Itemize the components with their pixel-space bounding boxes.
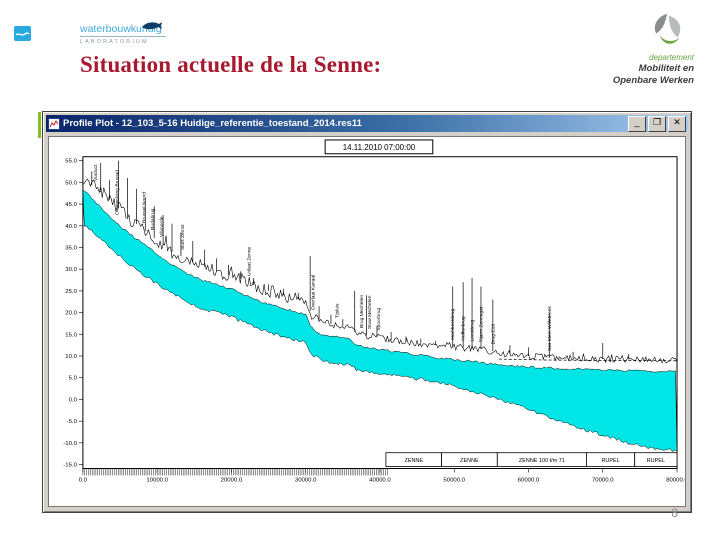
svg-text:20000.0: 20000.0 [221,477,243,483]
svg-text:-5.0: -5.0 [67,419,78,425]
wl-logo-name: waterbouwkundig [80,23,162,35]
wl-logo-sub: LABORATORIUM [80,39,149,45]
page-number: 8 [671,506,678,520]
svg-text:Brug Mechelen: Brug Mechelen [359,295,365,328]
svg-text:10.0: 10.0 [65,354,77,360]
svg-text:Stuw Mechelen: Stuw Mechelen [367,295,373,329]
svg-text:30000.0: 30000.0 [295,477,317,483]
waterbouwkundig-mark-icon [14,26,31,41]
mow-logo: departement Mobiliteit en Openbare Werke… [554,12,694,86]
svg-text:ZENNE: ZENNE [460,458,479,464]
svg-text:10000.0: 10000.0 [146,477,168,483]
close-button[interactable]: ✕ [668,115,686,132]
window-body: 55.0 50.0 45.0 40.0 35.0 30.0 25.0 20.0 15.0 10.0… [46,134,688,509]
svg-text:55.0: 55.0 [65,159,77,165]
page-title: Situation actuelle de la Senne: [80,52,382,77]
svg-text:80000.0: 80000.0 [666,477,685,483]
svg-text:50000.0: 50000.0 [443,477,465,483]
slide-accent-bar [38,112,41,138]
svg-text:Sas Klein Willebroek: Sas Klein Willebroek [547,306,553,352]
svg-text:Overlaat Kanaal: Overlaat Kanaal [311,275,317,310]
svg-text:Brussel Noord: Brussel Noord [141,192,147,223]
svg-text:35.0: 35.0 [65,245,77,251]
svg-text:25.0: 25.0 [65,289,77,295]
svg-text:14.11.2010 07:00:00: 14.11.2010 07:00:00 [343,143,416,152]
svg-text:0.0: 0.0 [79,477,88,483]
svg-text:30.0: 30.0 [65,267,77,273]
svg-text:Brug E19: Brug E19 [490,324,496,345]
waterbouwkundig-logo: waterbouwkundig LABORATORIUM [80,23,190,45]
svg-text:-10.0: -10.0 [63,441,77,447]
svg-text:60000.0: 60000.0 [518,477,540,483]
window-titlebar[interactable]: Profile Plot - 12_103_5-16 Huidige_refer… [46,115,688,132]
svg-text:15.0: 15.0 [65,332,77,338]
svg-text:RUPEL: RUPEL [647,458,665,464]
svg-text:Heffenbrug: Heffenbrug [461,316,467,340]
svg-text:Budabrug: Budabrug [150,208,156,230]
profile-chart: 55.0 50.0 45.0 40.0 35.0 30.0 25.0 20.0 15.0 10.0… [63,139,685,483]
svg-text:Sluis Zemst: Sluis Zemst [180,224,186,250]
mow-line2: Openbare Werken [612,74,694,86]
svg-text:Overwelving Brussel: Overwelving Brussel [115,170,121,215]
svg-text:Uitlaat Zenne: Uitlaat Zenne [247,247,253,276]
svg-text:Viaduct: Viaduct [93,164,99,181]
plot-area: 55.0 50.0 45.0 40.0 35.0 30.0 25.0 20.0 15.0 10.0… [48,136,686,507]
svg-text:-15.0: -15.0 [63,463,77,469]
svg-text:Hombeekbrug: Hombeekbrug [450,308,456,339]
svg-text:Leestbrug: Leestbrug [470,319,476,341]
wl-logo-rule [80,36,166,37]
profile-plot-window: Profile Plot - 12_103_5-16 Huidige_refer… [42,111,692,513]
svg-text:50.0: 50.0 [65,180,77,186]
svg-text:5.0: 5.0 [69,376,78,382]
fish-icon [141,18,163,36]
svg-text:70000.0: 70000.0 [592,477,614,483]
window-controls: _ ❐ ✕ [628,115,686,132]
svg-text:Vilvoorde: Vilvoorde [159,216,165,237]
maximize-button[interactable]: ❐ [648,115,666,132]
mow-line1: Mobiliteit en [638,63,694,74]
svg-text:Spoorbrug: Spoorbrug [376,308,382,331]
svg-text:45.0: 45.0 [65,202,77,208]
svg-text:Tijsluis: Tijsluis [334,303,340,318]
svg-text:Tijarm Zennegat: Tijarm Zennegat [478,306,484,342]
svg-text:0.0: 0.0 [69,397,78,403]
mow-dept-label: departement [649,53,694,62]
svg-text:RUPEL: RUPEL [601,458,619,464]
svg-text:ZENNE 100 t/m 71: ZENNE 100 t/m 71 [519,458,565,464]
svg-text:ZENNE: ZENNE [404,458,423,464]
window-icon [48,117,60,130]
svg-text:40.0: 40.0 [65,224,77,230]
window-title: Profile Plot - 12_103_5-16 Huidige_refer… [63,118,362,129]
mow-logo-mark-icon [654,13,681,44]
svg-text:20.0: 20.0 [65,311,77,317]
minimize-button[interactable]: _ [628,115,646,132]
svg-text:40000.0: 40000.0 [369,477,391,483]
